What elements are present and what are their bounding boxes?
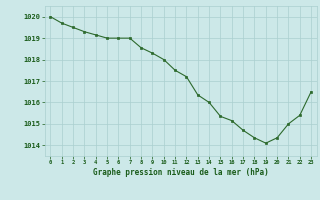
X-axis label: Graphe pression niveau de la mer (hPa): Graphe pression niveau de la mer (hPa) bbox=[93, 168, 269, 177]
